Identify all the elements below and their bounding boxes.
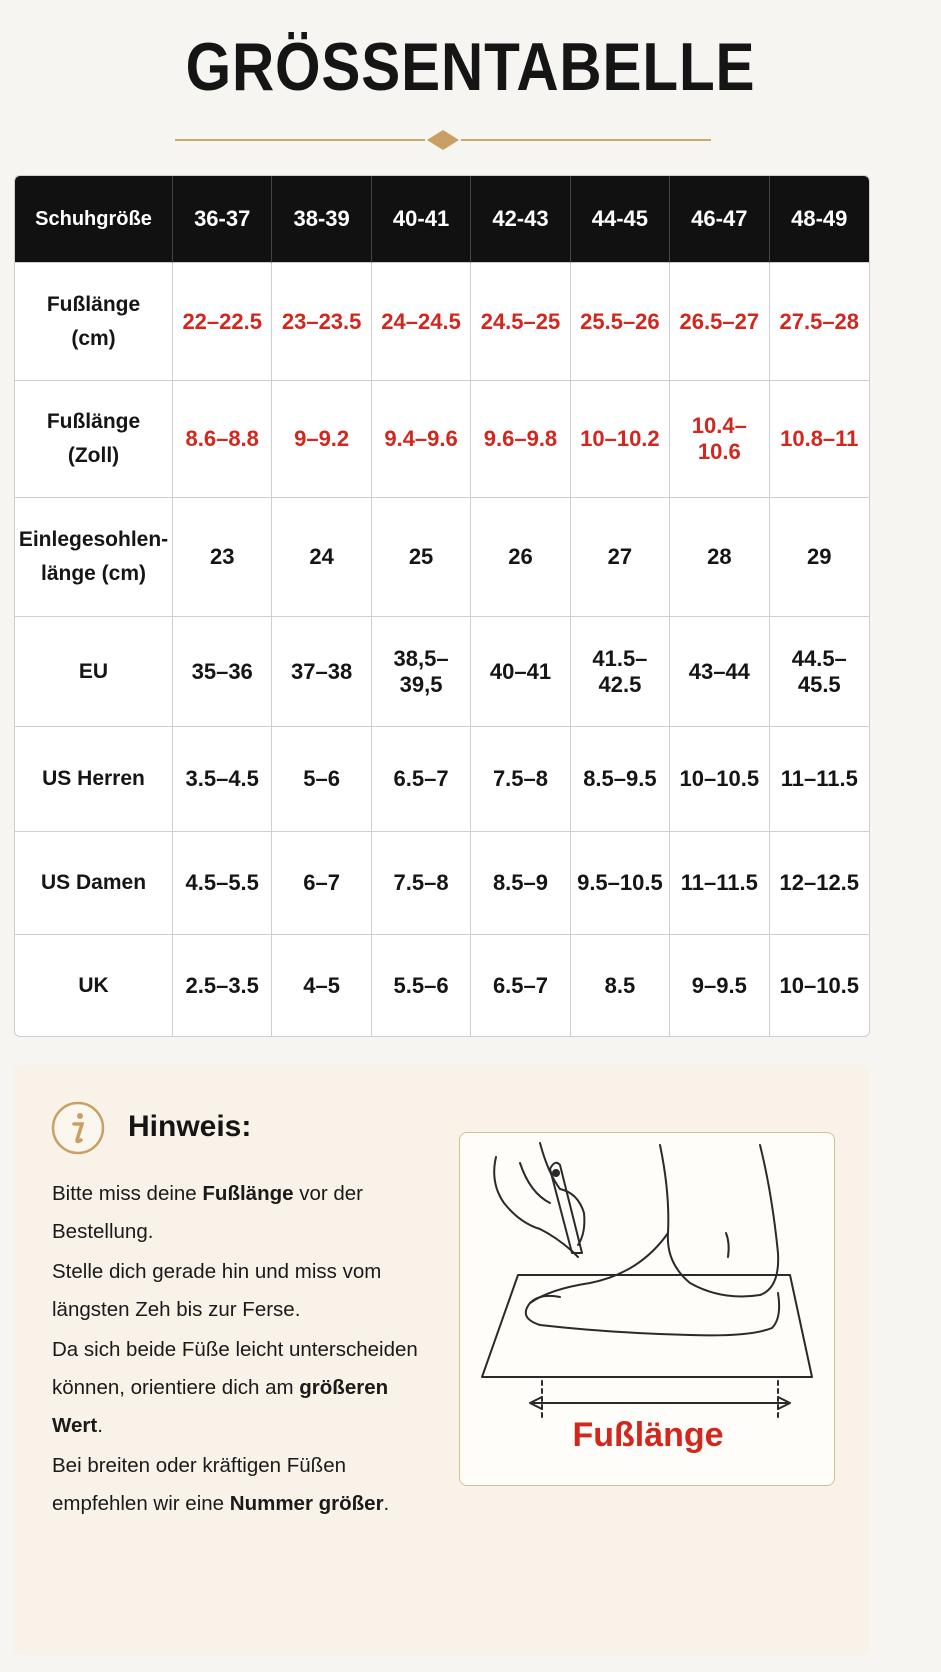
emphasis: Fußlänge [202,1182,294,1205]
note-paragraph: Da sich beide Füße leicht unterscheiden … [52,1331,432,1445]
note-paragraph: Bei breiten oder kräftigen Füßen empfehl… [52,1447,432,1523]
cell: 4–5 [272,935,372,1036]
text: Da sich beide Füße leicht unterscheiden … [52,1338,418,1399]
cell: 35–36 [173,617,273,727]
cell: 29 [769,498,869,617]
info-icon [51,1101,105,1155]
header-row: Schuhgröße 36-37 38-39 40-41 42-43 44-45 46-47… [15,176,869,263]
cell: 3.5–4.5 [173,727,273,832]
text: . [97,1414,103,1437]
row-label: UK [15,935,173,1036]
row-label: US Herren [15,727,173,832]
column-header: 40-41 [371,176,472,263]
cell: 25.5–26 [570,263,671,381]
divider [175,130,711,150]
row-label: US Damen [15,832,173,935]
cell: 8.5 [571,935,671,1036]
column-header: 46-47 [670,176,770,263]
text: vor der Bestellung. [52,1182,364,1243]
cell: 9.5–10.5 [570,832,671,935]
row-label: Fußlänge (Zoll) [15,381,173,498]
cell: 26 [471,498,571,617]
cell: 5.5–6 [372,935,472,1036]
cell: 28 [670,498,770,617]
column-header: 36-37 [173,176,273,263]
cell: 7.5–8 [371,832,472,935]
cell: 10–10.5 [779,972,860,998]
corner-header: Schuhgröße [15,176,173,263]
cell: 8.5–9.5 [570,727,671,832]
cell: 2.5–3.5 [173,935,273,1036]
cell: 8.6–8.8 [173,381,273,498]
cell: 44.5–45.5 [769,617,869,727]
cell: 6–7 [272,832,372,935]
cell: 27.5–28 [769,263,869,381]
cell: 9–9.5 [670,935,770,1036]
note-paragraph: Bitte miss deine Fußlänge vor der Bestel… [52,1175,432,1251]
table-row: Einlegesohlen- länge (cm) 23 24 25 26 27 28 29 [15,498,869,617]
cell: 10.8–11 [769,381,869,498]
table-row: EU 35–36 37–38 38,5–39,5 40–41 41.5–42.5 43–44… [15,617,869,727]
text: . [383,1492,390,1515]
cell: 37–38 [272,617,372,727]
cell: 11–11.5 [769,727,869,832]
cell: 9–9.2 [272,381,372,498]
cell: 8.5–9 [471,832,571,935]
illustration-label: Fußlänge [572,1416,724,1454]
cell: 23–23.5 [272,263,372,381]
note-paragraph: Stelle dich gerade hin und miss vom läng… [52,1253,432,1329]
table-row: Fußlänge (Zoll) 8.6–8.8 9–9.2 9.4–9.6 9.6–9.… [15,381,869,498]
cell: 43–44 [670,617,770,727]
cell: 41.5–42.5 [570,617,671,727]
title: GRÖSSENTABELLE [185,29,756,105]
emphasis: Nummer größer [229,1492,384,1515]
cell: 27 [570,498,671,617]
note-title: Hinweis: [128,1110,252,1143]
cell: 38,5–39,5 [371,617,472,727]
cell: 26.5–27 [670,263,770,381]
table-row: UK 2.5–3.5 4–5 5.5–6 6.5–7 8.5 9–9.5 10–10.5 [15,935,869,1036]
cell: 11–11.5 [670,832,770,935]
cell: 10.4–10.6 [670,381,770,498]
table-row: US Herren 3.5–4.5 5–6 6.5–7 7.5–8 8.5–9.5 10–1… [15,727,869,832]
text: Stelle dich gerade hin und miss vom läng… [52,1260,382,1321]
column-header: 44-45 [570,176,671,263]
row-label: Fußlänge (cm) [15,263,173,381]
column-header: 48-49 [769,176,869,263]
row-label: Einlegesohlen- länge (cm) [15,498,173,617]
cell: 40–41 [471,617,571,727]
cell: 5–6 [272,727,372,832]
column-header: 42-43 [471,176,571,263]
size-table: Schuhgröße 36-37 38-39 40-41 42-43 44-45 46-47… [14,175,870,1037]
cell: 7.5–8 [471,727,571,832]
cell: 6.5–7 [371,727,472,832]
cell: 24 [272,498,372,617]
cell: 22–22.5 [173,263,273,381]
foot-illustration [459,1132,835,1486]
cell: 9.4–9.6 [371,381,472,498]
cell: 25 [371,498,472,617]
cell: 24–24.5 [371,263,472,381]
cell: 24.5–25 [471,263,571,381]
cell: 10–10.2 [570,381,671,498]
table-row: Fußlänge (cm) 22–22.5 23–23.5 24–24.5 24.5–2… [15,263,869,381]
table-row: US Damen 4.5–5.5 6–7 7.5–8 8.5–9 9.5–10.5 11–1… [15,832,869,935]
emphasis: größeren Wert [52,1376,389,1437]
cell: 12–12.5 [769,832,869,935]
cell: 9.6–9.8 [471,381,571,498]
cell: 10–10.5 [670,727,770,832]
row-label: EU [15,617,173,727]
note-text: Bitte miss deine Fußlänge vor der Bestel… [52,1175,432,1525]
cell: 6.5–7 [471,935,571,1036]
cell: 4.5–5.5 [173,832,273,935]
text: Bei breiten oder kräftigen Füßen empfehl… [52,1454,346,1515]
cell: 23 [173,498,273,617]
column-header: 38-39 [272,176,372,263]
text: Bitte miss deine [52,1182,203,1205]
